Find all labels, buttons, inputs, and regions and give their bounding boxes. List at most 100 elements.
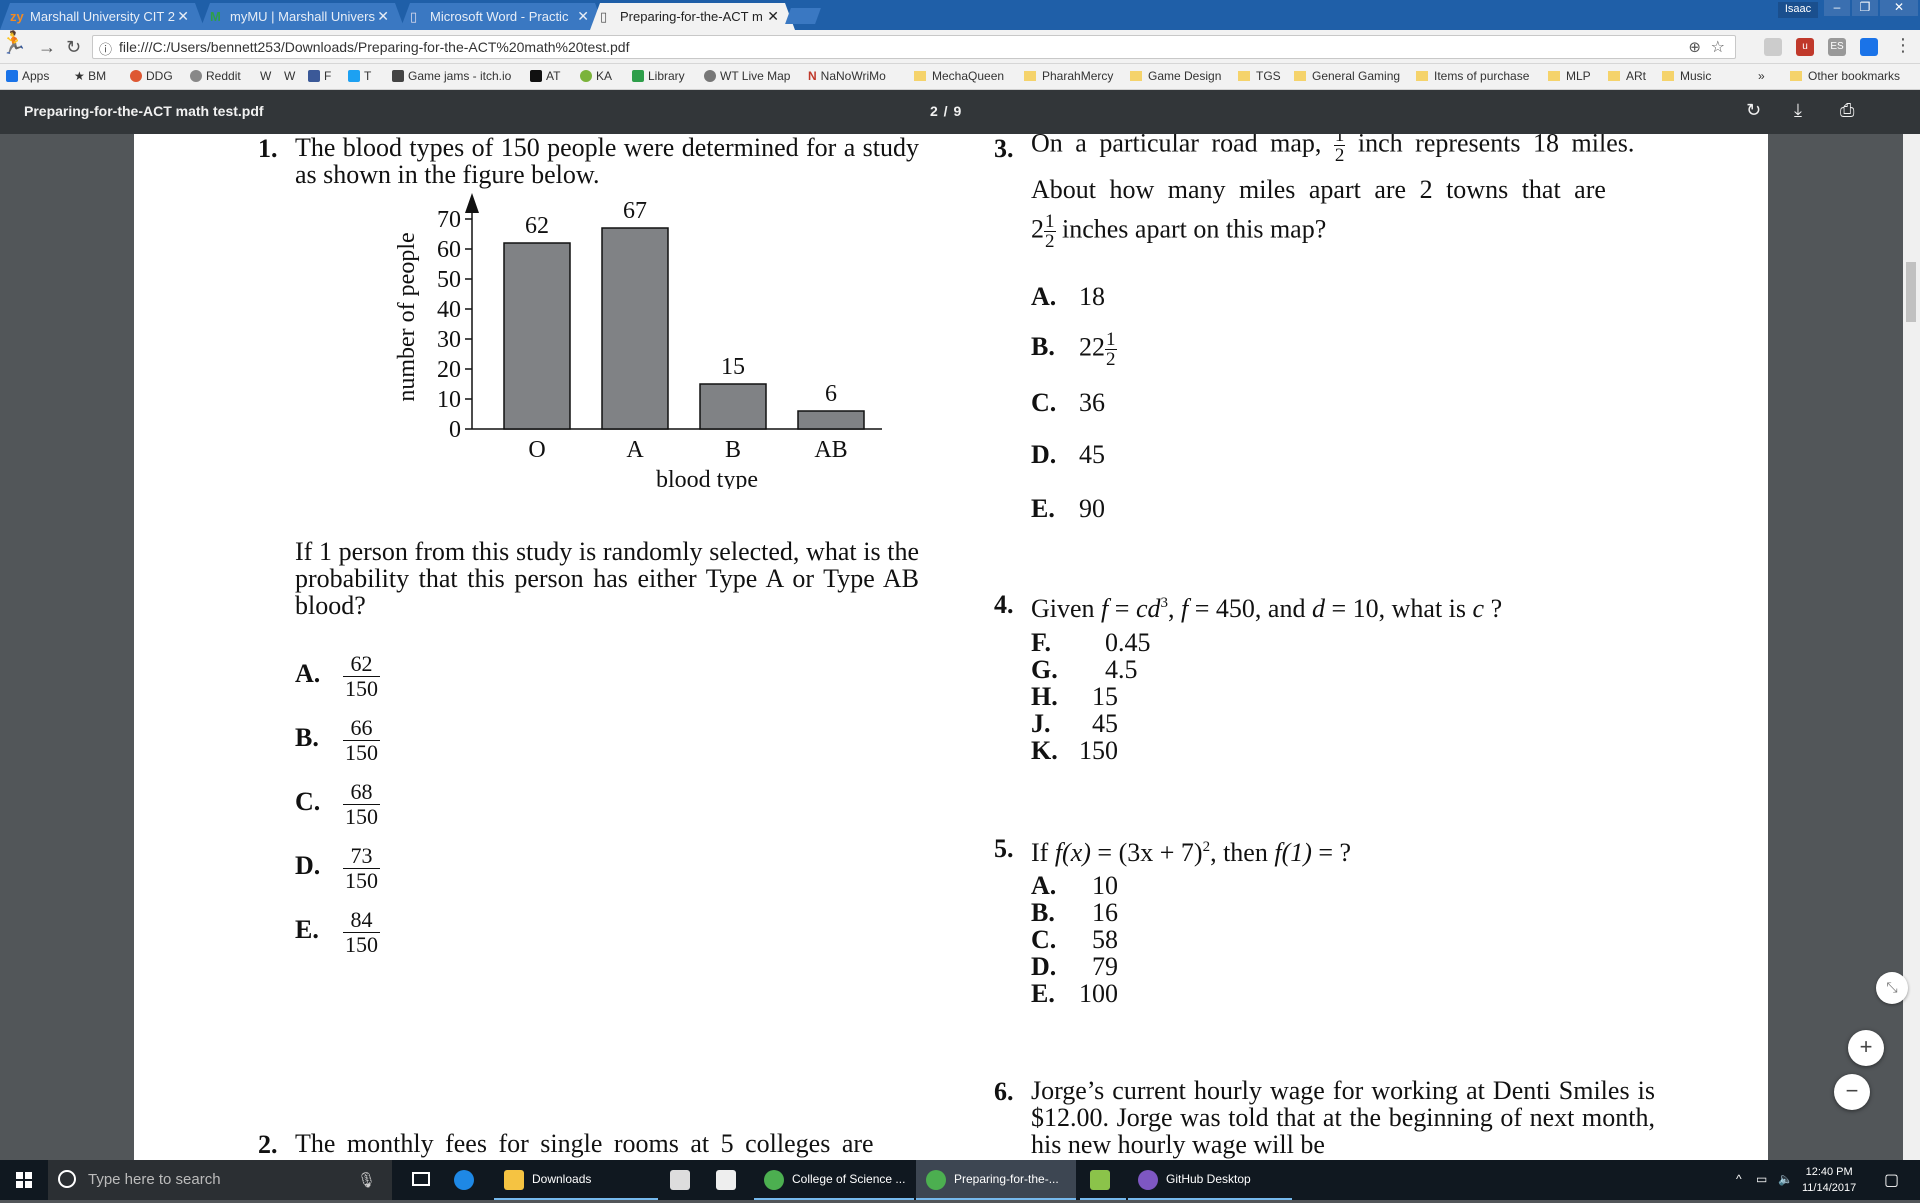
- task-view-icon[interactable]: [402, 1160, 442, 1200]
- bookmark-wt-live-map[interactable]: WT Live Map: [704, 69, 790, 83]
- menu-icon[interactable]: ⋮: [1894, 35, 1912, 55]
- tray-chevron-icon[interactable]: ^: [1736, 1172, 1742, 1186]
- tab-pdf-active[interactable]: ▯ Preparing-for-the-ACT m ✕: [590, 3, 795, 30]
- mail-icon[interactable]: [706, 1160, 750, 1200]
- ublock-icon[interactable]: u: [1796, 38, 1814, 56]
- q1-option-e[interactable]: E. 84 150: [295, 907, 380, 957]
- q5-option-c[interactable]: C. 58: [1031, 925, 1118, 954]
- q3-option-d[interactable]: D. 45: [1031, 440, 1105, 469]
- close-tab-icon[interactable]: ✕: [577, 8, 589, 24]
- q5-option-e[interactable]: E. 100: [1031, 979, 1118, 1008]
- page-scrollbar[interactable]: [1903, 134, 1920, 1160]
- notifications-icon[interactable]: ▢: [1884, 1172, 1900, 1189]
- download-icon[interactable]: ⤓: [1794, 100, 1802, 120]
- bookmark-nanowrimo[interactable]: N NaNoWriMo: [808, 69, 886, 83]
- bookmark-reddit[interactable]: Reddit: [190, 69, 241, 83]
- extension-icon[interactable]: [1764, 38, 1782, 56]
- bookmark-apps[interactable]: Apps: [6, 69, 49, 83]
- bookmark-library[interactable]: Library: [632, 69, 685, 83]
- bookmarks-overflow-button[interactable]: »: [1758, 69, 1765, 83]
- taskbar-downloads[interactable]: Downloads: [494, 1160, 658, 1200]
- q3-option-e[interactable]: E. 90: [1031, 494, 1105, 523]
- close-window-icon[interactable]: ✕: [1880, 0, 1918, 16]
- print-icon[interactable]: ⎙: [1840, 100, 1855, 120]
- taskbar-github-desktop[interactable]: GitHub Desktop: [1128, 1160, 1292, 1200]
- q3-option-b[interactable]: B. 22 1 2: [1031, 329, 1117, 370]
- taskbar-chrome-college[interactable]: College of Science ...: [754, 1160, 914, 1200]
- edge-icon[interactable]: [444, 1160, 488, 1200]
- q1-option-c[interactable]: C. 68 150: [295, 779, 380, 829]
- zoom-in-icon[interactable]: +: [1848, 1030, 1884, 1066]
- q5-option-d[interactable]: D. 79: [1031, 952, 1118, 981]
- tab-word[interactable]: ▯ Microsoft Word - Practic ✕: [400, 3, 605, 30]
- reload-icon[interactable]: ↻: [66, 37, 82, 57]
- zoom-icon[interactable]: ⊕: [1688, 39, 1701, 56]
- q4-option-f[interactable]: F. 0.45: [1031, 628, 1151, 657]
- x-tick-label: O: [528, 437, 545, 463]
- q3-option-a[interactable]: A. 18: [1031, 282, 1105, 311]
- extension-icon[interactable]: ES: [1828, 38, 1846, 56]
- close-tab-icon[interactable]: ✕: [767, 8, 779, 24]
- windows-start-icon[interactable]: [0, 1160, 48, 1200]
- volume-icon[interactable]: 🔈: [1778, 1172, 1793, 1186]
- bookmark-w2[interactable]: W: [284, 69, 296, 83]
- q1-option-d[interactable]: D. 73 150: [295, 843, 380, 893]
- zoom-out-icon[interactable]: −: [1834, 1074, 1870, 1110]
- new-tab-button[interactable]: [785, 8, 821, 24]
- bookmark-folder-pharahmercy[interactable]: PharahMercy: [1024, 69, 1113, 83]
- taskbar-notepad[interactable]: [1080, 1160, 1126, 1200]
- close-tab-icon[interactable]: ✕: [177, 8, 189, 24]
- forward-icon[interactable]: →: [38, 37, 56, 57]
- other-bookmarks[interactable]: Other bookmarks: [1790, 69, 1900, 83]
- bookmark-ddg[interactable]: DDG: [130, 69, 173, 83]
- bookmark-folder-general-gaming[interactable]: General Gaming: [1294, 69, 1400, 83]
- bookmark-folder-game-design[interactable]: Game Design: [1130, 69, 1221, 83]
- bookmark-twitter[interactable]: T: [348, 69, 371, 83]
- chrome-icon: [764, 1170, 784, 1190]
- q3-option-c[interactable]: C. 36: [1031, 388, 1105, 417]
- bookmark-star-icon[interactable]: ☆: [1710, 39, 1725, 56]
- close-tab-icon[interactable]: ✕: [377, 8, 389, 24]
- clock[interactable]: 12:40 PM 11/14/2017: [1802, 1166, 1857, 1194]
- bookmark-folder-tgs[interactable]: TGS: [1238, 69, 1281, 83]
- bookmark-folder-art[interactable]: ARt: [1608, 69, 1646, 83]
- scrollbar-thumb[interactable]: [1906, 262, 1916, 322]
- rotate-icon[interactable]: ↻: [1746, 100, 1762, 120]
- q4-option-j[interactable]: J. 45: [1031, 709, 1118, 738]
- bookmark-itchio[interactable]: Game jams - itch.io: [392, 69, 511, 83]
- q4-option-k[interactable]: K. 150: [1031, 736, 1118, 765]
- pdf-page: 1. The blood types of 150 people were de…: [134, 134, 1768, 1160]
- bookmark-bm[interactable]: ★ BM: [74, 69, 107, 83]
- tab-zybooks[interactable]: zy Marshall University CIT 2 ✕: [0, 3, 205, 30]
- question-2-text: The monthly fees for single rooms at 5 c…: [295, 1129, 874, 1158]
- taskbar-search[interactable]: Type here to search 🎙: [48, 1160, 392, 1200]
- bookmark-folder-mechaqueen[interactable]: MechaQueen: [914, 69, 1004, 83]
- q4-option-g[interactable]: G. 4.5: [1031, 655, 1138, 684]
- q1-option-a[interactable]: A. 62 150: [295, 651, 380, 701]
- extension-icon[interactable]: [1860, 38, 1878, 56]
- fit-to-page-icon[interactable]: ⤡: [1876, 972, 1908, 1004]
- bookmark-folder-items-of-purchase[interactable]: Items of purchase: [1416, 69, 1529, 83]
- question-4-text: Given f = cd3, f = 450, and d = 10, what…: [1031, 594, 1503, 623]
- bookmark-ka[interactable]: KA: [580, 69, 612, 83]
- q5-option-b[interactable]: B. 16: [1031, 898, 1118, 927]
- bookmark-folder-mlp[interactable]: MLP: [1548, 69, 1591, 83]
- profile-button[interactable]: Isaac: [1778, 2, 1818, 18]
- network-icon[interactable]: ▭: [1756, 1172, 1768, 1186]
- bookmark-facebook[interactable]: F: [308, 69, 331, 83]
- bookmark-w[interactable]: W: [260, 69, 272, 83]
- minimize-icon[interactable]: –: [1824, 0, 1850, 16]
- bar-data-label: 6: [825, 381, 837, 407]
- bookmark-folder-music[interactable]: Music: [1662, 69, 1711, 83]
- info-icon[interactable]: ⓘ: [99, 42, 113, 57]
- q5-option-a[interactable]: A. 10: [1031, 871, 1118, 900]
- bookmark-at[interactable]: AT: [530, 69, 560, 83]
- taskbar-chrome-pdf[interactable]: Preparing-for-the-...: [916, 1160, 1076, 1200]
- maximize-icon[interactable]: ❐: [1852, 0, 1878, 16]
- address-bar[interactable]: ⓘ file:///C:/Users/bennett253/Downloads/…: [92, 35, 1736, 59]
- microphone-icon[interactable]: 🎙: [356, 1172, 376, 1189]
- q1-option-b[interactable]: B. 66 150: [295, 715, 380, 765]
- q4-option-h[interactable]: H. 15: [1031, 682, 1118, 711]
- store-icon[interactable]: [660, 1160, 704, 1200]
